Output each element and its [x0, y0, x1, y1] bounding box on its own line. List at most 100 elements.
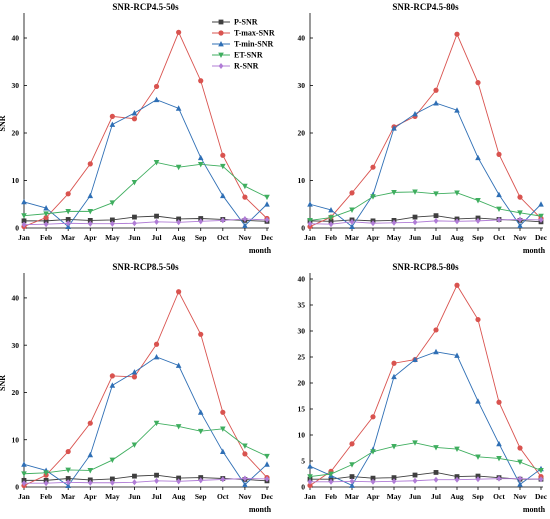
data-point-t-min-snr [43, 205, 49, 211]
data-point-r-snr [242, 475, 248, 482]
data-point-t-min-snr [153, 354, 160, 360]
data-point-r-snr [349, 218, 355, 225]
x-tick-label: Aug [450, 492, 464, 501]
data-point-t-min-snr [87, 451, 94, 458]
data-point-t-min-snr [454, 352, 460, 358]
series-line-p-snr [24, 474, 268, 482]
legend-marker [218, 19, 224, 25]
y-axis-label: SNR [0, 375, 7, 391]
x-tick-label: Jun [128, 492, 141, 501]
data-point-t-min-snr [242, 222, 248, 229]
legend-label: ET-SNR [234, 51, 263, 60]
legend-marker [218, 41, 224, 47]
data-point-r-snr [87, 220, 93, 227]
series-t-max-snr [307, 31, 544, 230]
chart-title: SNR-RCP8.5-80s [392, 262, 459, 272]
legend-item-et-snr: ET-SNR [212, 51, 263, 60]
data-point-t-max-snr [517, 445, 523, 451]
y-tick-label: 10 [298, 176, 306, 185]
chart-title: SNR-RCP4.5-80s [392, 2, 459, 12]
data-point-et-snr [475, 454, 481, 460]
chart-title: SNR-RCP4.5-50s [112, 2, 179, 12]
data-point-t-max-snr [43, 214, 49, 221]
data-point-et-snr [538, 467, 544, 474]
data-point-et-snr [109, 457, 116, 464]
x-tick-label: May [105, 492, 120, 501]
data-point-t-min-snr [349, 482, 355, 488]
data-point-t-max-snr [87, 161, 93, 167]
x-axis-label: month [523, 505, 546, 514]
data-point-r-snr [65, 479, 71, 486]
data-point-p-snr [412, 214, 418, 220]
series-et-snr [307, 189, 544, 224]
data-point-t-min-snr [391, 125, 397, 131]
data-point-r-snr [517, 216, 523, 223]
x-tick-label: Jan [304, 233, 317, 242]
data-point-t-min-snr [538, 201, 544, 207]
data-point-r-snr [433, 217, 439, 224]
y-tick-label: 20 [12, 388, 20, 397]
data-point-et-snr [43, 211, 49, 217]
x-tick-label: Sep [195, 492, 207, 501]
data-point-t-max-snr [454, 31, 460, 37]
data-point-t-min-snr [349, 223, 355, 229]
data-point-et-snr [220, 163, 226, 170]
data-point-t-min-snr [220, 192, 226, 199]
x-tick-label: Jun [128, 233, 141, 242]
data-point-p-snr [109, 476, 115, 482]
data-point-r-snr [517, 475, 523, 482]
data-point-r-snr [538, 476, 544, 483]
data-point-et-snr [87, 468, 94, 474]
data-point-r-snr [454, 476, 460, 483]
data-point-t-max-snr [349, 441, 355, 447]
series-line-et-snr [23, 422, 268, 475]
data-point-r-snr [220, 476, 226, 483]
data-point-r-snr [65, 220, 71, 227]
y-tick-label: 10 [298, 431, 306, 440]
y-tick-label: 5 [301, 457, 305, 466]
data-point-p-snr [433, 213, 439, 219]
data-point-t-min-snr [496, 191, 502, 198]
data-point-p-snr [176, 475, 182, 481]
data-point-et-snr [433, 445, 439, 451]
data-point-t-min-snr [131, 369, 138, 375]
data-point-t-max-snr [370, 414, 376, 420]
y-tick-label: 40 [12, 34, 20, 43]
data-point-r-snr [264, 216, 270, 223]
x-axis-label: month [249, 505, 272, 514]
series-line-p-snr [310, 471, 541, 480]
y-axis-label: SNR [0, 115, 7, 131]
data-point-et-snr [21, 213, 27, 219]
y-tick-label: 25 [298, 353, 306, 362]
data-point-et-snr [454, 190, 460, 196]
data-point-r-snr [496, 475, 502, 482]
data-point-et-snr [370, 449, 376, 455]
data-point-r-snr [391, 219, 397, 226]
data-point-t-min-snr [475, 398, 481, 404]
data-point-t-min-snr [175, 105, 182, 111]
x-tick-label: Nov [514, 492, 527, 501]
data-point-et-snr [220, 426, 226, 432]
data-point-t-min-snr [220, 448, 226, 454]
data-point-t-max-snr [475, 80, 481, 86]
data-point-r-snr [370, 220, 376, 227]
x-tick-label: Sep [472, 233, 484, 242]
data-point-r-snr [328, 221, 334, 228]
data-point-t-min-snr [153, 96, 160, 103]
data-point-r-snr [198, 218, 204, 225]
data-point-t-max-snr [220, 152, 226, 158]
y-tick-label: 30 [298, 81, 306, 90]
data-point-r-snr [370, 478, 376, 485]
series-line-r-snr [23, 218, 268, 226]
data-point-t-max-snr [198, 331, 204, 337]
data-point-t-max-snr [517, 194, 523, 200]
data-point-et-snr [496, 456, 502, 462]
data-point-r-snr [154, 218, 159, 225]
data-point-et-snr [109, 200, 116, 206]
data-point-r-snr [21, 480, 27, 487]
data-point-t-min-snr [454, 107, 460, 113]
series-line-et-snr [309, 191, 542, 221]
data-point-t-max-snr [131, 374, 138, 380]
data-point-p-snr [132, 214, 137, 220]
legend-item-r-snr: R-SNR [212, 62, 259, 71]
